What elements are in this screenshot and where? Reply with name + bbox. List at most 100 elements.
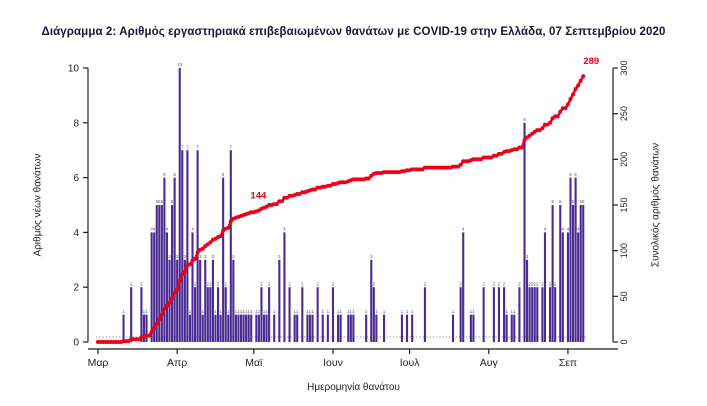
daily-bar xyxy=(268,287,271,342)
daily-bar xyxy=(262,314,266,342)
chart-title: Διάγραμμα 2: Αριθμός εργαστηριακά επιβεβ… xyxy=(41,26,666,38)
daily-bar-label: 1 xyxy=(235,309,238,314)
daily-bar-label: 1 xyxy=(145,309,148,314)
daily-bar xyxy=(209,287,212,342)
daily-bar xyxy=(503,287,506,342)
daily-bar-label: 1 xyxy=(309,309,312,314)
daily-bar-label: 5 xyxy=(572,199,575,204)
daily-bar-label: 1 xyxy=(411,309,414,314)
daily-bar xyxy=(214,314,217,342)
x-axis-tick-label: Ιουλ xyxy=(400,357,420,369)
cumulative-point xyxy=(165,303,169,308)
daily-bar-label: 2 xyxy=(534,281,537,286)
daily-bar-label: 1 xyxy=(250,309,253,314)
cumulative-point xyxy=(578,78,583,83)
cumulative-point xyxy=(167,300,172,305)
daily-bar-label: 1 xyxy=(470,309,473,314)
daily-bar-label: 2 xyxy=(536,281,539,286)
daily-bar-label: 1 xyxy=(263,309,266,314)
daily-bar-label: 4 xyxy=(562,227,565,232)
daily-bar xyxy=(423,287,426,342)
daily-bar xyxy=(260,287,263,342)
daily-bar xyxy=(531,287,534,342)
daily-bar xyxy=(155,205,158,342)
daily-bar-label: 5 xyxy=(156,199,159,204)
daily-bar xyxy=(245,314,248,342)
cumulative-point xyxy=(193,256,198,261)
daily-bar xyxy=(462,232,465,342)
annotation-144: 144 xyxy=(250,190,267,201)
daily-bar-label: 1 xyxy=(189,309,192,314)
daily-bar-label: 2 xyxy=(268,281,271,286)
daily-bar xyxy=(492,287,495,342)
daily-bar-label: 2 xyxy=(140,281,143,286)
daily-bar-label: 1 xyxy=(365,309,368,314)
daily-bar-label: 2 xyxy=(482,281,485,286)
daily-bar-label: 5 xyxy=(551,199,554,204)
daily-bar xyxy=(549,287,552,342)
cumulative-point xyxy=(279,199,284,204)
daily-bar xyxy=(561,232,564,342)
daily-bar-label: 1 xyxy=(347,309,350,314)
cumulative-point xyxy=(180,272,185,277)
cumulative-point xyxy=(568,97,573,102)
daily-bar-label: 7 xyxy=(230,144,233,149)
daily-bar xyxy=(173,177,176,342)
daily-bar-label: 1 xyxy=(143,309,146,314)
daily-bar-label: 4 xyxy=(150,227,153,232)
cumulative-point xyxy=(458,162,463,167)
daily-bar-label: 6 xyxy=(163,172,166,177)
daily-bar xyxy=(160,205,163,342)
daily-bar-label: 1 xyxy=(505,309,508,314)
daily-bar xyxy=(153,232,156,342)
daily-bar-label: 3 xyxy=(232,254,235,259)
daily-bar-label: 2 xyxy=(518,281,521,286)
daily-bar-label: 5 xyxy=(559,199,562,204)
daily-bar-label: 3 xyxy=(278,254,281,259)
daily-bar-label: 4 xyxy=(283,227,286,232)
daily-bar xyxy=(273,314,276,342)
daily-bar-label: 6 xyxy=(173,172,176,177)
daily-bar-label: 2 xyxy=(503,281,506,286)
daily-bar xyxy=(247,314,250,342)
x-axis-tick-label: Αυγ xyxy=(480,357,499,369)
daily-bar-label: 1 xyxy=(513,309,516,314)
cumulative-point xyxy=(555,114,560,119)
daily-bar-label: 1 xyxy=(375,309,378,314)
daily-bar-label: 2 xyxy=(217,281,220,286)
daily-bar xyxy=(472,314,475,342)
daily-bar-label: 8 xyxy=(523,117,526,122)
daily-bar-label: 1 xyxy=(293,309,296,314)
daily-bar-label: 1 xyxy=(339,309,342,314)
daily-bar-label: 1 xyxy=(406,309,409,314)
daily-bar-label: 2 xyxy=(332,281,335,286)
daily-bar xyxy=(301,287,304,342)
cumulative-point xyxy=(576,83,581,88)
daily-bar xyxy=(188,314,191,342)
cumulative-point xyxy=(274,202,279,207)
daily-bar-label: 4 xyxy=(567,227,570,232)
daily-bar xyxy=(219,314,222,342)
daily-bar-label: 2 xyxy=(498,281,501,286)
daily-bar-label: 4 xyxy=(166,227,169,232)
daily-bar xyxy=(255,314,258,342)
y-axis-left-title: Αριθμός νέων θανάτων xyxy=(32,153,44,257)
daily-bar xyxy=(577,232,580,342)
daily-bar xyxy=(250,314,253,342)
cumulative-point xyxy=(157,317,162,322)
daily-bar-label: 1 xyxy=(237,309,240,314)
x-axis-tick-label: Απρ xyxy=(167,357,187,369)
daily-bar xyxy=(523,122,526,342)
daily-bar xyxy=(497,287,501,342)
daily-bar xyxy=(551,205,554,342)
daily-bar-label: 3 xyxy=(176,254,179,259)
daily-bar xyxy=(326,314,329,342)
daily-bar xyxy=(145,314,148,342)
daily-bar xyxy=(186,150,189,342)
daily-bar-label: 1 xyxy=(327,309,330,314)
daily-bar-label: 5 xyxy=(580,199,583,204)
cumulative-point xyxy=(159,312,164,317)
daily-bar xyxy=(178,68,181,342)
